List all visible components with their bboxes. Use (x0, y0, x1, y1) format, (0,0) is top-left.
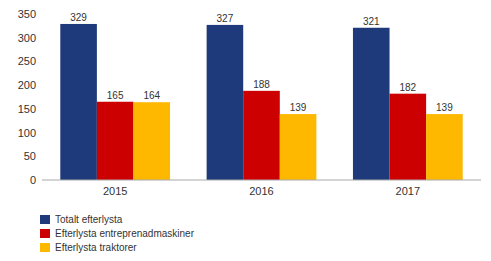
legend-label: Totalt efterlysta (55, 214, 123, 225)
y-tick-label: 50 (24, 150, 36, 162)
data-label: 188 (253, 79, 270, 90)
bar (207, 25, 244, 180)
legend-label: Efterlysta entreprenadmaskiner (55, 228, 195, 239)
data-label: 164 (143, 90, 160, 101)
x-tick-label: 2016 (249, 185, 273, 197)
legend-swatch (40, 243, 50, 252)
y-tick-label: 200 (18, 79, 36, 91)
y-tick-label: 0 (30, 174, 36, 186)
legend-label: Efterlysta traktorer (55, 242, 137, 253)
data-label: 329 (70, 12, 87, 23)
y-tick-label: 100 (18, 127, 36, 139)
data-label: 139 (436, 102, 453, 113)
y-tick-label: 150 (18, 103, 36, 115)
bar (243, 91, 280, 180)
x-tick-label: 2017 (396, 185, 420, 197)
bar (353, 28, 390, 180)
data-label: 165 (107, 90, 124, 101)
data-label: 139 (290, 102, 307, 113)
data-label: 182 (399, 82, 416, 93)
y-tick-label: 250 (18, 55, 36, 67)
data-labels: 329 327 321 165 188 182 164 139 139 (70, 12, 453, 113)
y-axis: 0 50 100 150 200 250 300 350 (18, 8, 36, 186)
bar (60, 24, 97, 180)
x-axis-line (42, 180, 481, 181)
bars (60, 24, 462, 180)
legend: Totalt efterlysta Efterlysta entreprenadm… (40, 214, 195, 253)
y-tick-label: 300 (18, 32, 36, 44)
bar (133, 102, 170, 180)
bar (97, 102, 134, 180)
bar (280, 114, 317, 180)
y-tick-label: 350 (18, 8, 36, 20)
chart: 0 50 100 150 200 250 300 350 329 327 321 165 188 182 1… (0, 0, 491, 261)
bar (426, 114, 463, 180)
legend-swatch (40, 215, 50, 224)
data-label: 327 (217, 13, 234, 24)
legend-swatch (40, 229, 50, 238)
x-tick-label: 2015 (103, 185, 127, 197)
data-label: 321 (363, 16, 380, 27)
bar (390, 94, 427, 180)
chart-container: 0 50 100 150 200 250 300 350 329 327 321 165 188 182 1… (0, 0, 491, 261)
x-axis: 2015 2016 2017 (42, 180, 481, 197)
